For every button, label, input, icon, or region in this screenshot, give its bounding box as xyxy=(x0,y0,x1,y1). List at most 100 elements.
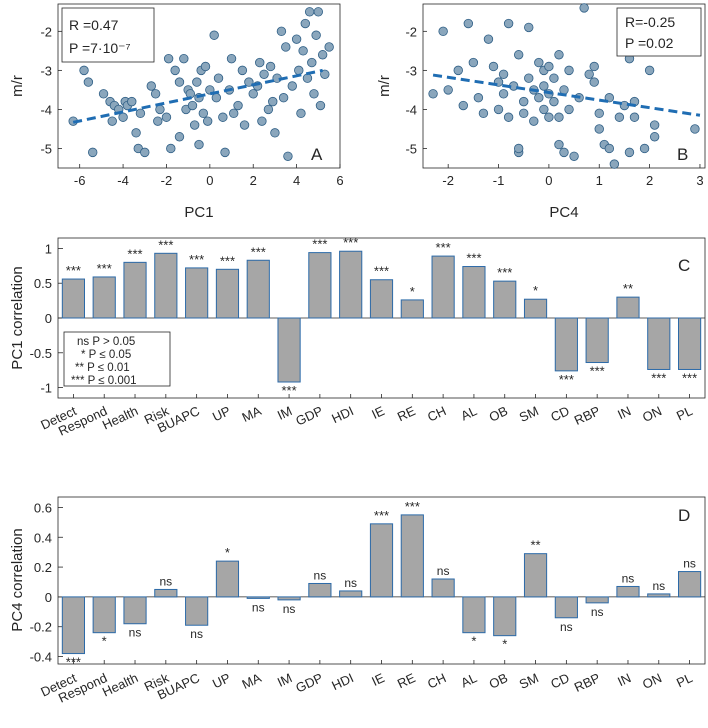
significance-label: ns xyxy=(159,574,172,588)
category-label: PL xyxy=(674,670,695,690)
data-point xyxy=(118,112,128,122)
significance-label: *** xyxy=(374,264,389,279)
significance-label: *** xyxy=(281,383,296,398)
panel-a-points xyxy=(68,7,334,161)
significance-label: ns xyxy=(252,600,265,614)
panel-a-stat-p: P =7·10⁻⁷ xyxy=(69,40,131,56)
bar xyxy=(339,590,363,598)
data-point xyxy=(291,34,302,44)
data-point xyxy=(287,81,297,91)
data-point xyxy=(534,93,544,103)
significance-label: ns xyxy=(190,627,203,641)
significance-label: *** xyxy=(651,370,666,385)
data-point xyxy=(198,108,209,119)
data-point xyxy=(564,104,574,115)
data-point xyxy=(265,61,276,72)
data-point xyxy=(649,120,660,130)
data-point xyxy=(539,81,549,91)
bar xyxy=(493,280,517,319)
data-point xyxy=(453,65,463,76)
significance-label: *** xyxy=(466,251,481,266)
data-point xyxy=(189,120,200,130)
category-label: IM xyxy=(275,403,294,423)
data-point xyxy=(229,108,239,119)
significance-label: *** xyxy=(405,499,420,514)
bar xyxy=(585,317,609,364)
x-tick-label: -6 xyxy=(74,173,86,188)
data-point xyxy=(313,7,324,17)
panel-c-legend-box xyxy=(63,331,171,387)
category-label: SM xyxy=(517,670,541,692)
category-label: RBP xyxy=(572,670,603,695)
data-point xyxy=(233,100,243,111)
y-tick-label: -0.2 xyxy=(30,620,52,635)
data-point xyxy=(604,143,615,154)
significance-label: *** xyxy=(189,252,204,267)
significance-label: *** xyxy=(158,237,173,252)
data-point xyxy=(478,108,489,119)
x-tick-label: 2 xyxy=(250,173,257,188)
data-point xyxy=(609,159,620,169)
y-tick-label: 0.5 xyxy=(34,276,52,291)
data-point xyxy=(192,77,202,87)
significance-label: *** xyxy=(97,261,112,276)
significance-label: *** xyxy=(436,240,451,255)
category-label: UP xyxy=(210,403,233,424)
category-label: CH xyxy=(425,403,448,425)
bar xyxy=(647,593,671,598)
data-point xyxy=(83,77,94,87)
data-point xyxy=(315,100,326,111)
data-point xyxy=(503,112,514,122)
x-tick-label: 0 xyxy=(545,173,552,188)
panel-a-xlabel: PC1 xyxy=(184,204,213,221)
y-tick-label: 0.4 xyxy=(34,530,52,545)
bar xyxy=(92,276,116,319)
x-tick-label: -2 xyxy=(161,173,173,188)
significance-label: ns xyxy=(129,626,142,640)
data-point xyxy=(194,139,204,150)
y-tick-label: -4 xyxy=(40,102,52,117)
significance-label: ** xyxy=(623,281,633,296)
category-label: GDP xyxy=(293,403,325,429)
data-point xyxy=(294,65,304,76)
x-tick-label: 0 xyxy=(206,173,213,188)
data-point xyxy=(594,108,604,119)
category-label: OB xyxy=(487,403,510,425)
significance-label: ns xyxy=(437,564,450,578)
data-point xyxy=(311,30,321,40)
significance-label: ns xyxy=(652,579,665,593)
panel-a-stat-r: R =0.47 xyxy=(69,17,119,33)
bar xyxy=(523,553,548,598)
category-label: UP xyxy=(210,670,233,691)
bar xyxy=(616,296,640,319)
data-point xyxy=(529,116,539,126)
data-point xyxy=(544,112,554,122)
data-point xyxy=(88,147,98,158)
data-point xyxy=(302,73,313,83)
bar xyxy=(277,596,301,601)
category-label: IE xyxy=(369,403,387,422)
data-point xyxy=(255,57,265,68)
bar xyxy=(246,259,270,319)
data-point xyxy=(150,89,161,99)
panel-b-stat-r: R=-0.25 xyxy=(625,14,675,30)
data-point xyxy=(524,73,534,83)
bar xyxy=(215,268,240,319)
y-tick-label: 0.2 xyxy=(34,560,52,575)
category-label: IN xyxy=(615,670,633,689)
category-label: PL xyxy=(674,403,695,423)
data-point xyxy=(584,69,594,79)
data-point xyxy=(237,65,248,76)
significance-label: *** xyxy=(343,235,358,250)
data-point xyxy=(539,104,549,115)
data-point xyxy=(220,147,230,158)
y-tick-label: -5 xyxy=(40,141,52,156)
significance-label: *** xyxy=(497,265,512,280)
y-tick-label: -0.5 xyxy=(30,346,52,361)
category-label: IM xyxy=(275,670,294,690)
significance-label: ns xyxy=(622,571,635,585)
category-label: ON xyxy=(640,403,664,425)
x-tick-label: 1 xyxy=(596,173,603,188)
